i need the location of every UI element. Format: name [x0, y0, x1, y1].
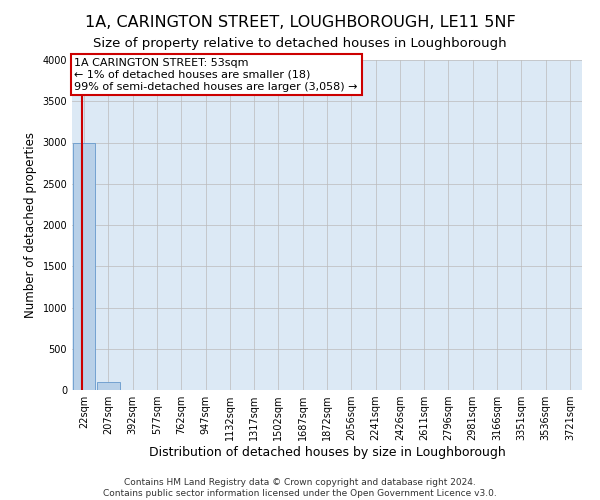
- Text: 1A CARINGTON STREET: 53sqm
← 1% of detached houses are smaller (18)
99% of semi-: 1A CARINGTON STREET: 53sqm ← 1% of detac…: [74, 58, 358, 92]
- Text: Size of property relative to detached houses in Loughborough: Size of property relative to detached ho…: [93, 38, 507, 51]
- Bar: [97, 382, 119, 390]
- Bar: [73, 142, 95, 390]
- Text: Contains HM Land Registry data © Crown copyright and database right 2024.
Contai: Contains HM Land Registry data © Crown c…: [103, 478, 497, 498]
- X-axis label: Distribution of detached houses by size in Loughborough: Distribution of detached houses by size …: [149, 446, 505, 459]
- Y-axis label: Number of detached properties: Number of detached properties: [24, 132, 37, 318]
- Text: 1A, CARINGTON STREET, LOUGHBOROUGH, LE11 5NF: 1A, CARINGTON STREET, LOUGHBOROUGH, LE11…: [85, 15, 515, 30]
